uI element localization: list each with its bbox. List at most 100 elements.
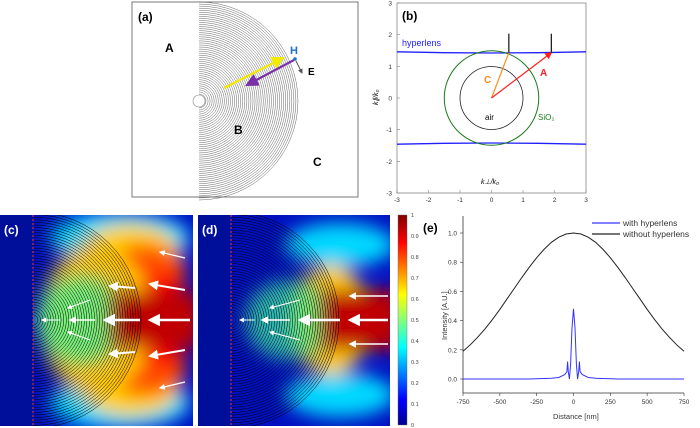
flux-arrow (158, 250, 186, 259)
y-tick-label: 0 (388, 96, 392, 103)
layer-arc (198, 9, 290, 193)
layer-arc (198, 93, 207, 109)
flux-arrow (269, 299, 301, 310)
layer-arc (198, 61, 239, 141)
y-tick-label: 3 (388, 0, 392, 7)
h-field-label: H (290, 45, 298, 57)
flux-arrow (269, 330, 301, 341)
y-tick-label: 2 (388, 32, 392, 39)
x-tick-label: -3 (394, 197, 400, 204)
hyperlens-label: hyperlens (402, 38, 442, 48)
x-axis-label: k⊥/k₀ (481, 179, 499, 186)
hyperlens-curve-lower (396, 142, 587, 145)
panel-c-label: (c) (4, 223, 19, 237)
colorbar-tick-label: 0.2 (411, 381, 419, 387)
layer-arc (198, 59, 241, 143)
colorbar-ticks: 1 0.9 0.8 0.7 0.6 0.5 0.4 0.3 0.2 0.1 0 (411, 213, 419, 428)
colorbar-tick-label: 0.9 (411, 234, 419, 240)
y-tick-label: -3 (386, 191, 392, 198)
layer-arc (198, 87, 213, 115)
layer-arc (198, 46, 254, 156)
flux-arrow (148, 349, 186, 360)
colorbar-tick-label: 0.3 (411, 360, 419, 366)
layer-arc (230, 314, 237, 326)
sio2-label: SiO₂ (538, 113, 554, 122)
layer-arc (32, 312, 41, 328)
layer-arc (32, 314, 39, 326)
layer-arc (198, 75, 225, 127)
x-tick-label: -2 (426, 197, 432, 204)
x-tick-label: -1 (457, 197, 463, 204)
layer-arc (51, 215, 142, 426)
colorbar-tick-label: 0.5 (411, 318, 419, 324)
layer-arc (230, 294, 257, 346)
flux-arrow (158, 381, 186, 390)
panel-c-flux-arrows (41, 250, 190, 390)
layer-arc (198, 91, 209, 111)
layer-arc (198, 77, 223, 125)
h-field-point (293, 57, 297, 61)
colorbar-gradient (397, 214, 408, 426)
layer-arc (32, 291, 62, 349)
e-y-axis-label: Intensity [A.U.] (440, 291, 449, 340)
y-tick-label: -1 (386, 127, 392, 134)
vector-a (491, 51, 553, 99)
vector-a-label: A (540, 68, 547, 79)
vector-c-label: C (484, 75, 491, 86)
layer-arc (198, 73, 227, 129)
layer-arc (198, 16, 284, 186)
panel-e-label: (e) (423, 221, 438, 235)
layer-arc (198, 44, 256, 158)
e-y-tick-label: 0.4 (448, 318, 457, 325)
layer-arc (198, 1, 299, 201)
panel-b-ticks: -3 -2 -1 0 1 2 3 3 2 1 0 -1 -2 -3 (386, 0, 588, 204)
layer-arc (198, 83, 217, 119)
sio2-circle (443, 50, 540, 146)
e-y-tick-label: 0.8 (448, 260, 457, 267)
colorbar-tick-label: 0.7 (411, 276, 419, 282)
region-c-label: C (313, 155, 322, 169)
e-field-label: E (308, 67, 315, 78)
layer-arc (198, 71, 229, 131)
x-tick-label: 3 (584, 197, 588, 204)
layer-arc (198, 79, 221, 123)
y-axis-label: k∥/k₀ (372, 90, 380, 105)
panel-e-ticks: -750 -500 -250 0 250 500 750 0.0 0.2 0.4 0.6 0.8 1.0 (448, 231, 690, 407)
layer-arc (198, 56, 243, 146)
panel-d-flux-arrows (239, 292, 388, 348)
x-tick-label: 1 (521, 197, 525, 204)
panel-a: (a) A B C H E (131, 1, 359, 201)
hyperlens-aperture (192, 94, 206, 108)
colorbar-tick-label: 1 (411, 213, 414, 219)
panel-c-field-map: (c) (0, 215, 193, 426)
layer-arc (198, 69, 231, 133)
layer-arc (198, 65, 235, 137)
vector-c (490, 52, 510, 99)
x-tick-label: 0 (490, 197, 494, 204)
panel-d-label: (d) (202, 223, 217, 237)
flux-arrow (67, 331, 91, 341)
layer-arc (198, 22, 278, 180)
e-x-tick-label: 0 (572, 399, 576, 406)
flux-arrow (67, 299, 91, 309)
layer-arc (198, 85, 215, 117)
colorbar-tick-label: 0.1 (411, 402, 419, 408)
e-y-tick-label: 0.2 (448, 347, 457, 354)
incident-arrow (223, 57, 285, 89)
panel-a-label: (a) (138, 10, 153, 24)
air-circle (459, 66, 524, 130)
air-label: air (485, 113, 494, 122)
layer-arc (198, 3, 297, 199)
layer-arc (198, 63, 237, 139)
e-x-tick-label: -500 (493, 399, 506, 406)
region-a-label: A (165, 41, 174, 55)
e-x-axis-label: Distance [nm] (553, 412, 599, 421)
layer-arc (198, 81, 219, 121)
layer-arc (230, 291, 260, 349)
legend-label-with: with hyperlens (622, 218, 677, 228)
panel-b: -3 -2 -1 0 1 2 3 3 2 1 0 -1 -2 -3 (b) hyperlens air S… (372, 0, 588, 204)
flux-arrow (108, 281, 136, 292)
layer-arc (198, 7, 293, 195)
layer-arc (32, 286, 67, 354)
